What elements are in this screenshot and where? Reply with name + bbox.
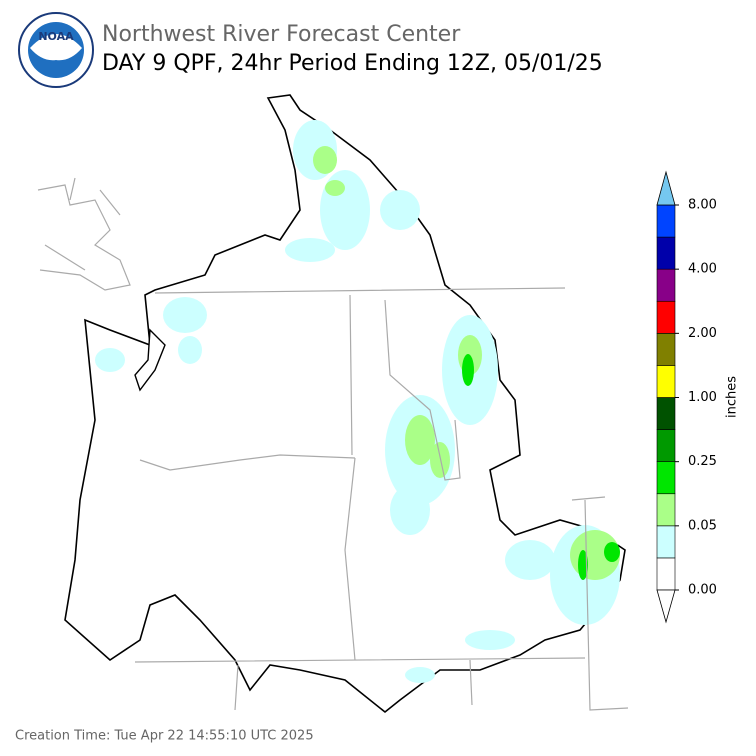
colorbar-under xyxy=(656,589,676,624)
colorbar-tick-label: 2.00 xyxy=(688,326,717,341)
colorbar-bin xyxy=(656,493,676,527)
colorbar-tick-label: 0.00 xyxy=(688,583,717,598)
colorbar-tick-label: 1.00 xyxy=(688,390,717,405)
map xyxy=(37,94,629,714)
logo-text: NOAA xyxy=(38,30,74,43)
colorbar-bin xyxy=(656,557,676,591)
colorbar-tick-label: 0.05 xyxy=(688,518,717,533)
colorbar-tick-label: 4.00 xyxy=(688,262,717,277)
colorbar-over xyxy=(656,170,676,206)
colorbar-tick-label: 8.00 xyxy=(688,198,717,213)
title: Northwest River Forecast Center xyxy=(102,22,461,47)
colorbar-bin xyxy=(656,525,676,559)
colorbar-bin xyxy=(656,268,676,302)
noaa-logo: NOAA xyxy=(18,12,94,88)
colorbar-label: inches xyxy=(725,376,740,418)
footer: Creation Time: Tue Apr 22 14:55:10 UTC 2… xyxy=(15,729,314,744)
colorbar-bin xyxy=(656,461,676,495)
colorbar-bin xyxy=(656,333,676,366)
colorbar-bin xyxy=(656,236,676,270)
colorbar-bin xyxy=(656,300,676,334)
colorbar-tick-label: 0.25 xyxy=(688,454,717,469)
colorbar-bin xyxy=(656,204,676,238)
subtitle: DAY 9 QPF, 24hr Period Ending 12Z, 05/01… xyxy=(102,51,603,76)
colorbar-bin xyxy=(656,397,676,430)
colorbar-bin xyxy=(656,365,676,398)
colorbar: 0.00 0.05 0.25 1.00 2.00 4.00 8.00 xyxy=(656,170,717,624)
colorbar-bin xyxy=(656,429,676,462)
